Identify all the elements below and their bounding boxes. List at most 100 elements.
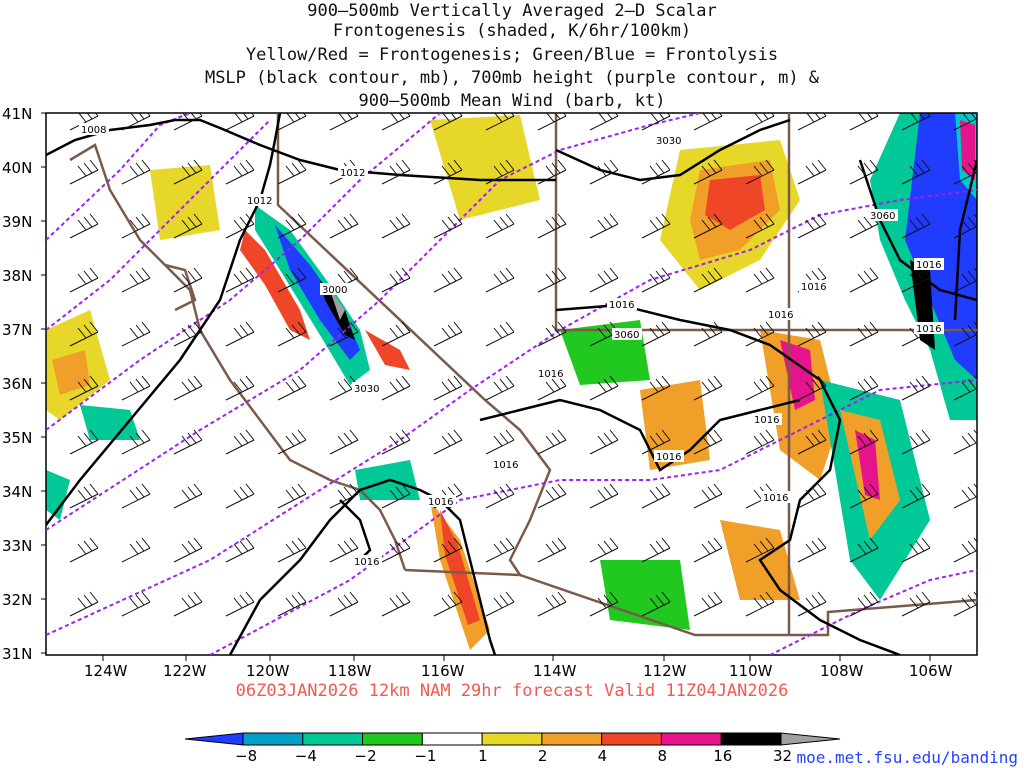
wind-barb [745, 159, 775, 185]
mslp-label: 1016 [609, 300, 634, 311]
mslp-label: 1016 [493, 460, 518, 471]
wind-barb [641, 591, 671, 617]
colorbar: −8 −4 −2 −1 1 2 4 8 16 32 [184, 732, 841, 765]
mslp-label: 1016 [763, 493, 788, 504]
wind-barb [589, 267, 619, 293]
wind-barb [173, 537, 203, 563]
wind-barb [121, 321, 151, 347]
wind-barb [797, 159, 827, 185]
lat-label: 39N [2, 213, 32, 231]
wind-barb [173, 213, 203, 239]
lat-label: 40N [2, 159, 32, 177]
wind-barb [225, 213, 255, 239]
colorbar-label: −1 [414, 747, 436, 765]
wind-barb [693, 321, 723, 347]
lat-label: 41N [2, 105, 32, 123]
wind-barb [121, 429, 151, 455]
lat-label: 32N [2, 591, 32, 609]
mslp-label: 1012 [340, 168, 365, 179]
wind-barb [485, 213, 515, 239]
wind-barb [641, 213, 671, 239]
wind-barb [433, 429, 463, 455]
wind-barb [745, 483, 775, 509]
wind-barb [121, 483, 151, 509]
title-line-4: MSLP (black contour, mb), 700mb height (… [204, 68, 820, 88]
wind-barb [329, 429, 359, 455]
lon-label: 122W [163, 662, 207, 680]
lat-label: 36N [2, 375, 32, 393]
lon-label: 110W [729, 662, 773, 680]
colorbar-box [541, 732, 603, 746]
wind-barb [953, 537, 977, 563]
colorbar-box [421, 732, 483, 746]
wind-barb [537, 267, 567, 293]
lat-label: 37N [2, 321, 32, 339]
wind-barb [797, 483, 827, 509]
wind-barb [745, 267, 775, 293]
wind-barb [849, 429, 879, 455]
wind-barb [121, 159, 151, 185]
colorbar-label: 1 [478, 747, 488, 765]
wind-barb [953, 483, 977, 509]
wind-barb [381, 429, 411, 455]
lon-label: 112W [643, 662, 687, 680]
wind-barb [329, 213, 359, 239]
wind-barb [745, 591, 775, 617]
wind-barb [69, 375, 99, 401]
wind-barb [433, 113, 463, 131]
wind-barb [173, 483, 203, 509]
title-line-5: 900–500mb Mean Wind (barb, kt) [358, 91, 666, 111]
wind-barb [641, 321, 671, 347]
wind-barb [589, 113, 619, 131]
wind-barb [381, 375, 411, 401]
wind-barb [745, 321, 775, 347]
wind-barb [589, 213, 619, 239]
wind-barb [225, 321, 255, 347]
colorbar-box [481, 732, 543, 746]
wind-barb [485, 113, 515, 131]
wind-barb [173, 321, 203, 347]
mslp-label: 1016 [428, 497, 453, 508]
wind-barb [69, 591, 99, 617]
wind-barb [381, 113, 411, 131]
lat-label: 34N [2, 483, 32, 501]
wind-barb [537, 591, 567, 617]
wind-barb [641, 483, 671, 509]
wind-barb [485, 267, 515, 293]
wind-barb [953, 113, 977, 131]
wind-barb [277, 159, 307, 185]
wind-barb [537, 483, 567, 509]
wind-barb [433, 267, 463, 293]
height-label: 3000 [322, 285, 347, 296]
colorbar-label: −2 [355, 747, 377, 765]
mslp-label: 1016 [916, 260, 941, 271]
wind-barb [485, 321, 515, 347]
wind-barb [849, 267, 879, 293]
wind-barb [433, 213, 463, 239]
wind-barb [485, 483, 515, 509]
wind-barb [381, 591, 411, 617]
height-label: 3060 [870, 211, 895, 222]
lat-label: 31N [2, 645, 32, 663]
mslp-label: 1016 [768, 310, 793, 321]
wind-barb [69, 159, 99, 185]
wind-barb [589, 483, 619, 509]
wind-barb [277, 429, 307, 455]
wind-barb [173, 591, 203, 617]
wind-barb [589, 537, 619, 563]
wind-barb [589, 321, 619, 347]
wind-barb [277, 267, 307, 293]
wind-barb [433, 591, 463, 617]
wind-barb [173, 113, 203, 131]
wind-barb [901, 591, 931, 617]
wind-barb [433, 159, 463, 185]
wind-barb [641, 113, 671, 131]
wind-barb [797, 537, 827, 563]
wind-barb [485, 159, 515, 185]
wind-barb [485, 537, 515, 563]
wind-barb [69, 321, 99, 347]
mslp-label: 1008 [81, 125, 106, 136]
wind-barb [641, 375, 671, 401]
credit-link[interactable]: moe.met.fsu.edu/banding [796, 748, 1018, 767]
